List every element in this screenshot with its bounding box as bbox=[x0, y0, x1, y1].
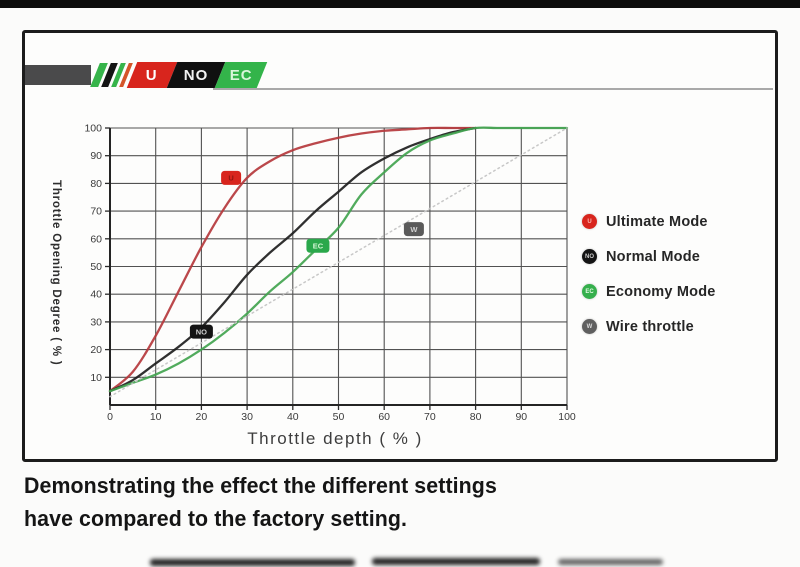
legend-item-ultimate-mode: U Ultimate Mode bbox=[582, 211, 716, 232]
svg-text:NO: NO bbox=[196, 327, 207, 336]
legend-label: Normal Mode bbox=[606, 248, 701, 265]
curve-normal-mode bbox=[108, 126, 477, 393]
legend-dot-icon: U bbox=[582, 214, 597, 229]
logo-gray-bar bbox=[25, 65, 91, 85]
legend-label: Wire throttle bbox=[606, 318, 694, 335]
legend-item-wire-throttle: W Wire throttle bbox=[582, 316, 716, 337]
cropped-fragment-2 bbox=[372, 558, 540, 565]
curve-wire-throttle bbox=[109, 127, 568, 398]
legend-label: Economy Mode bbox=[606, 283, 716, 300]
svg-text:U: U bbox=[228, 174, 233, 183]
svg-text:50: 50 bbox=[333, 411, 345, 423]
curve-badge-u: U bbox=[221, 170, 242, 185]
svg-text:80: 80 bbox=[470, 411, 482, 423]
svg-text:40: 40 bbox=[90, 289, 102, 301]
chart-legend: U Ultimate Mode NO Normal Mode EC Economy Mod… bbox=[582, 211, 716, 337]
curve-badge-w: W bbox=[403, 222, 424, 237]
caption-line-1: Demonstrating the effect the different s… bbox=[24, 473, 497, 498]
svg-text:40: 40 bbox=[287, 411, 299, 423]
svg-text:W: W bbox=[410, 225, 418, 234]
legend-dot-icon: NO bbox=[582, 249, 597, 264]
y-axis-title: Throttle Opening Degree ( % ) bbox=[50, 179, 62, 366]
legend-dot-icon: W bbox=[582, 319, 597, 334]
legend-label: Ultimate Mode bbox=[606, 213, 708, 230]
figure-frame bbox=[22, 30, 778, 462]
x-axis-title: Throttle depth ( % ) bbox=[247, 429, 423, 448]
curve-ultimate-mode bbox=[108, 126, 477, 393]
svg-text:90: 90 bbox=[90, 150, 102, 162]
cropped-fragment-1 bbox=[150, 559, 355, 566]
svg-text:60: 60 bbox=[378, 411, 390, 423]
page-top-black-strip bbox=[0, 0, 800, 8]
svg-text:100: 100 bbox=[558, 411, 576, 423]
svg-text:70: 70 bbox=[424, 411, 436, 423]
svg-text:30: 30 bbox=[241, 411, 253, 423]
cropped-fragment-3 bbox=[558, 559, 663, 565]
legend-item-normal-mode: NO Normal Mode bbox=[582, 246, 716, 267]
svg-text:10: 10 bbox=[150, 411, 162, 423]
svg-text:80: 80 bbox=[90, 178, 102, 190]
caption-line-2: have compared to the factory setting. bbox=[24, 506, 408, 531]
curve-badge-no: NO bbox=[189, 324, 213, 339]
svg-text:20: 20 bbox=[196, 411, 208, 423]
svg-text:20: 20 bbox=[90, 344, 102, 356]
svg-text:10: 10 bbox=[90, 372, 102, 384]
svg-text:0: 0 bbox=[107, 411, 113, 423]
figure-caption: Demonstrating the effect the different s… bbox=[24, 469, 567, 535]
logo-badge-label: U bbox=[146, 66, 158, 84]
svg-text:EC: EC bbox=[313, 242, 324, 251]
svg-text:30: 30 bbox=[90, 316, 102, 328]
logo-rule-line bbox=[213, 88, 773, 90]
svg-text:60: 60 bbox=[90, 233, 102, 245]
curve-badge-ec: EC bbox=[306, 238, 330, 253]
curve-economy-mode bbox=[108, 126, 569, 393]
logo-badge-label: NO bbox=[183, 66, 209, 84]
svg-text:50: 50 bbox=[90, 261, 102, 273]
legend-dot-icon: EC bbox=[582, 284, 597, 299]
throttle-curves-chart: 0 10 20 30 40 50 60 70 80 90 100 10 20 30 40 50 60 70 80 90… bbox=[84, 123, 576, 424]
legend-item-economy-mode: EC Economy Mode bbox=[582, 281, 716, 302]
logo-badge-label: EC bbox=[229, 66, 253, 84]
svg-text:90: 90 bbox=[515, 411, 527, 423]
svg-text:100: 100 bbox=[84, 123, 102, 135]
svg-text:70: 70 bbox=[90, 206, 102, 218]
